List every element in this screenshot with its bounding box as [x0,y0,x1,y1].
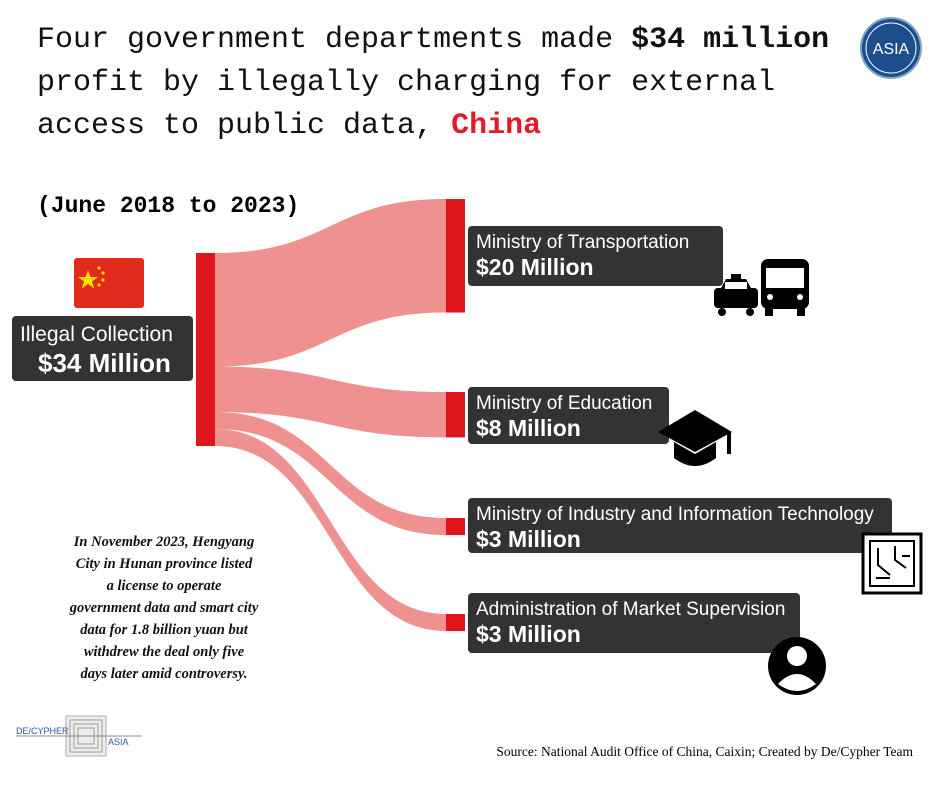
target-labels: Ministry of Transportation$20 Million Min… [468,226,892,653]
logo-text: ASIA [108,737,129,747]
icon-taxi [714,274,758,316]
link [215,366,446,438]
subtitle: (June 2018 to 2023) [37,193,299,219]
title-text: access to public data, [37,109,451,143]
target-node [446,199,465,313]
title-highlight: China [451,109,541,143]
annotation-line: government data and smart city [69,600,259,616]
title-line: profit by illegally charging for externa… [37,66,775,100]
target-name: Ministry of Industry and Information Tec… [476,504,874,525]
annotation-line: a license to operate [107,578,222,594]
source-node [196,253,215,446]
footer-logo: DE/CYPHER ASIA [16,715,142,757]
link [215,428,446,632]
icon-bus [761,259,809,316]
title-highlight: $34 million [631,23,829,57]
target-label-box [468,226,723,286]
target-value-label: $20 Million [476,254,594,280]
link [215,199,446,367]
target-value-label: $3 Million [476,621,581,647]
annotation-line: In November 2023, Hengyang [73,534,254,550]
target-node [446,518,465,536]
title-line: access to public data, China [37,109,541,143]
annotation-line: days later amid controversy. [81,666,248,682]
annotation: In November 2023, Hengyang City in Hunan … [69,534,259,682]
target-label-box [468,593,800,653]
title-line: Four government departments made $34 mil… [37,23,829,57]
china-flag [74,258,144,308]
annotation-line: withdrew the deal only five [84,644,245,660]
badge: ASIA [860,17,922,79]
target-label-box [468,498,892,553]
target-name: Ministry of Transportation [476,232,689,253]
icon-graduation-cap [658,410,732,466]
target-name: Administration of Market Supervision [476,599,785,620]
logo-text: DE/CYPHER [16,726,69,736]
link [215,411,446,536]
target-name: Ministry of Education [476,393,652,414]
links [215,199,446,632]
nodes [196,199,465,632]
source-value-label: $34 Million [38,348,171,378]
target-value-label: $8 Million [476,415,581,441]
target-node [446,614,465,632]
source-label-box [12,316,193,381]
target-label-box [468,387,669,444]
icon-person [768,637,826,695]
badge-text: ASIA [873,41,910,58]
title-text: Four government departments made [37,23,631,57]
target-node [446,392,465,438]
annotation-line: City in Hunan province listed [76,556,253,572]
source-name: Illegal Collection [20,323,173,346]
credit: Source: National Audit Office of China, … [496,744,913,759]
icon-chip [861,532,923,595]
title-text: profit by illegally charging for externa… [37,66,775,100]
annotation-line: data for 1.8 billion yuan but [80,622,249,638]
target-value-label: $3 Million [476,526,581,552]
